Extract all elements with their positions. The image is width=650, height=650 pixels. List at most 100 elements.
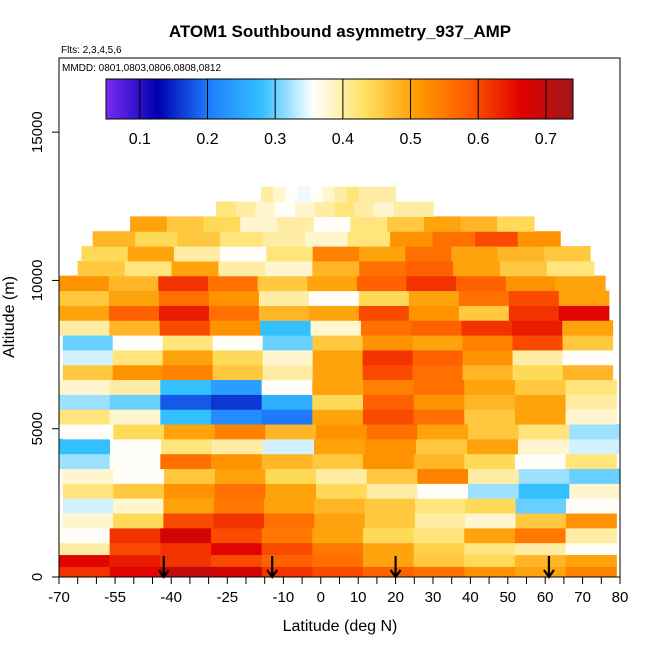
heatmap-cell — [514, 379, 567, 395]
heatmap-cell — [309, 186, 323, 203]
heatmap-cell — [158, 275, 209, 292]
y-tick-label: 10000 — [29, 260, 46, 302]
heatmap-cell — [464, 527, 516, 544]
heatmap-cell — [158, 290, 210, 306]
heatmap-cell — [312, 335, 364, 351]
heatmap-cell — [565, 527, 617, 544]
heatmap-cell — [62, 468, 114, 484]
heatmap-cell — [109, 539, 161, 556]
heatmap-cell — [112, 364, 164, 381]
heatmap-cell — [562, 364, 614, 381]
heatmap-cell — [362, 335, 414, 351]
heatmap-cell — [416, 438, 468, 455]
heatmap-cell — [464, 453, 516, 470]
heatmap-cell — [113, 483, 165, 499]
colorbar-tick-label: 0.7 — [535, 131, 557, 148]
x-tick-label: 40 — [462, 589, 479, 606]
heatmap-cell — [265, 468, 317, 484]
heatmap-cell — [360, 320, 412, 336]
heatmap-cell — [362, 364, 414, 381]
heatmap-cell — [412, 335, 464, 351]
heatmap-cell — [558, 305, 610, 321]
heatmap-cell — [109, 409, 161, 425]
y-tick-label: 5000 — [29, 412, 46, 445]
heatmap-cell — [514, 527, 567, 544]
heatmap-cell — [264, 498, 315, 514]
heatmap-cell — [408, 305, 460, 321]
heatmap-cell — [423, 216, 462, 232]
heatmap-cell — [462, 349, 514, 366]
y-axis: 0 5000 10000 15000 — [29, 111, 59, 581]
heatmap-cell — [240, 216, 278, 232]
heatmap-cell — [465, 512, 517, 529]
heatmap-cell — [413, 453, 465, 470]
heatmap-cell — [518, 423, 570, 440]
x-tick-label: -10 — [273, 589, 295, 606]
colorbar-tick-label: 0.2 — [196, 131, 218, 148]
heatmap-cell — [297, 186, 311, 203]
x-tick-label: 60 — [537, 589, 554, 606]
heatmap-cell — [312, 527, 364, 544]
heatmap-cell — [312, 379, 364, 395]
heatmap-cell — [59, 438, 111, 455]
heatmap-cell — [518, 438, 570, 455]
heatmap-cell — [497, 246, 545, 262]
heatmap-cell — [350, 216, 388, 232]
colorbar-tick-label: 0.5 — [399, 131, 421, 148]
x-axis-title: Latitude (deg N) — [283, 618, 398, 635]
heatmap-cell — [163, 498, 215, 514]
heatmap-cell — [405, 246, 452, 262]
heatmap-cell — [312, 539, 364, 556]
heatmap-cell — [164, 423, 216, 440]
heatmap-cell — [314, 438, 366, 455]
heatmap-cell — [307, 275, 358, 292]
x-tick-label: 10 — [350, 589, 367, 606]
x-tick-label: -25 — [216, 589, 238, 606]
heatmap-cell — [514, 453, 567, 470]
heatmap-cell — [210, 394, 263, 410]
heatmap-cell — [213, 498, 265, 514]
heatmap-cell — [508, 290, 560, 306]
heatmap-cell — [210, 379, 263, 395]
heatmap-cell — [275, 201, 296, 217]
heatmap-cell — [505, 275, 556, 292]
heatmap-cell — [371, 186, 384, 203]
heatmap-cell — [468, 483, 520, 499]
heatmap-cell — [406, 260, 454, 277]
heatmap-cell — [261, 539, 313, 556]
heatmap-cell — [465, 498, 517, 514]
heatmap-cell — [562, 335, 614, 351]
heatmap-cell — [261, 409, 313, 425]
heatmap-cell — [366, 423, 418, 440]
colorbar-tick-label: 0.1 — [129, 131, 151, 148]
heatmap-cell — [108, 305, 160, 321]
heatmap-cell — [417, 423, 469, 440]
heatmap-cell — [265, 423, 317, 440]
flights-label: Flts: 2,3,4,5,6 — [61, 45, 122, 56]
heatmap-cell — [362, 409, 415, 425]
heatmap-cell — [62, 423, 114, 440]
heatmap-cell — [413, 527, 465, 544]
heatmap-cell — [364, 498, 416, 514]
heatmap-cell — [220, 246, 267, 262]
heatmap-cell — [475, 231, 519, 247]
heatmap-cell — [210, 551, 263, 567]
heatmap-cell — [518, 483, 570, 499]
heatmap-cell — [364, 512, 416, 529]
y-tick-label: 0 — [29, 573, 46, 581]
heatmap-cell — [161, 438, 213, 455]
heatmap-cell — [113, 498, 164, 514]
heatmap-cell — [546, 260, 595, 277]
y-tick-label: 15000 — [29, 111, 46, 153]
heatmap-cell — [460, 216, 498, 232]
heatmap-cell — [109, 394, 161, 410]
heatmap-cell — [354, 201, 375, 217]
heatmap-cell — [264, 512, 315, 529]
y-axis-title: Altitude (m) — [1, 276, 18, 358]
heatmap-cell — [158, 305, 210, 321]
heatmap-cell — [362, 539, 415, 556]
heatmap-cell — [109, 527, 161, 544]
heatmap-cell — [347, 231, 391, 247]
heatmap-cell — [308, 290, 360, 306]
heatmap-cell — [358, 186, 372, 203]
